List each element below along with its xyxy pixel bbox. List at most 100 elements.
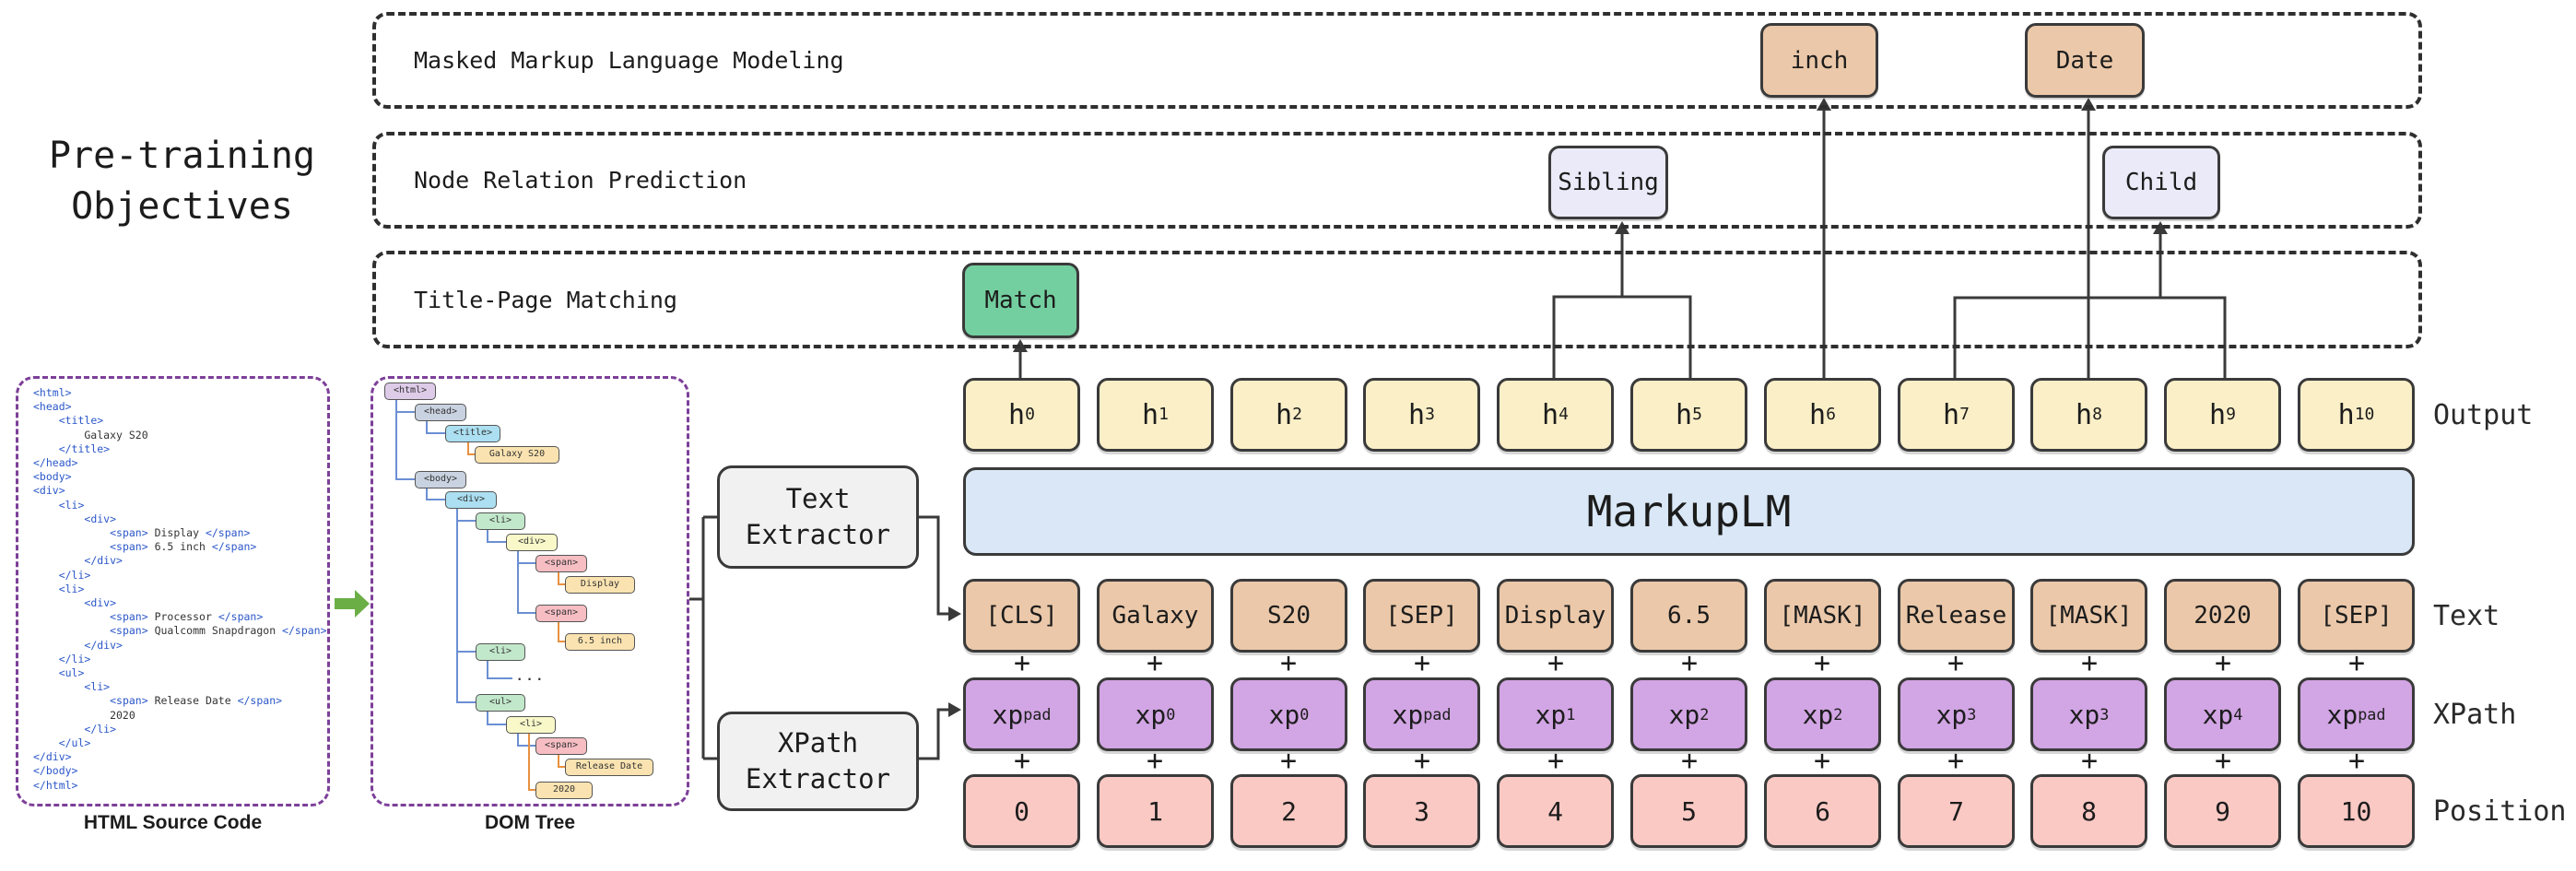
- token-match: Match: [962, 263, 1079, 338]
- token-date: Date: [2025, 23, 2145, 98]
- dom-tree-node-body: <body>: [415, 471, 466, 488]
- dom-tree-node-head: <head>: [415, 404, 466, 421]
- token-child: Child: [2102, 146, 2220, 219]
- text-cell: 2020: [2164, 579, 2281, 653]
- plus-sign: +: [2347, 745, 2366, 777]
- dom-tree-node-span3: <span>: [535, 737, 587, 755]
- pretraining-objectives-label: Pre-training Objectives: [18, 131, 346, 232]
- text-cell: [SEP]: [2298, 579, 2415, 653]
- xpath-extractor-box: XPath Extractor: [717, 712, 919, 811]
- markuplm-model-name: MarkupLM: [1586, 487, 1792, 536]
- plus-sign: +: [1813, 745, 1831, 777]
- dom-tree-node-dots: ...: [515, 670, 547, 684]
- text-cell: S20: [1230, 579, 1347, 653]
- plus-sign: +: [1813, 647, 1831, 679]
- text-cell: [CLS]: [963, 579, 1080, 653]
- position-cell: 4: [1497, 774, 1614, 848]
- text-extractor-line1: Text: [785, 483, 851, 514]
- plus-sign: +: [1013, 745, 1031, 777]
- dom-tree-node-t_inch: 6.5 inch: [565, 633, 635, 651]
- xpath-cell: xp 0: [1097, 677, 1214, 751]
- text-cell: Release: [1898, 579, 2015, 653]
- objective-label-mmlm: Masked Markup Language Modeling: [414, 47, 844, 74]
- xpath-cell: xp 2: [1630, 677, 1747, 751]
- dom-tree-node-t_title: Galaxy S20: [475, 446, 559, 464]
- plus-sign: +: [1680, 745, 1699, 777]
- plus-sign: +: [1146, 647, 1164, 679]
- dom-tree-node-t_disp: Display: [565, 576, 635, 594]
- markuplm-model-box: MarkupLM: [963, 467, 2415, 556]
- plus-sign: +: [2080, 647, 2099, 679]
- plus-sign: +: [1279, 745, 1298, 777]
- dom-tree-node-span1: <span>: [535, 555, 587, 572]
- position-cell: 8: [2030, 774, 2147, 848]
- text-cell: [SEP]: [1363, 579, 1480, 653]
- xpath-cell: xp 4: [2164, 677, 2281, 751]
- dom-tree-node-t_2020: 2020: [535, 782, 593, 799]
- token-inch: inch: [1760, 23, 1878, 98]
- position-cell: 0: [963, 774, 1080, 848]
- objective-label-tpm: Title-Page Matching: [414, 286, 677, 313]
- plus-sign: +: [1680, 647, 1699, 679]
- plus-sign: +: [1146, 745, 1164, 777]
- xpath-cell: xp 3: [2030, 677, 2147, 751]
- xpath-extractor-line1: XPath: [777, 727, 859, 759]
- position-cell: 9: [2164, 774, 2281, 848]
- dom-tree-node-div2: <div>: [506, 534, 558, 551]
- flow-arrow-icon: [335, 590, 370, 618]
- objective-box-node-relation-prediction: Node Relation Prediction: [372, 132, 2422, 229]
- text-cell: Galaxy: [1097, 579, 1214, 653]
- xpath-cell: xp 0: [1230, 677, 1347, 751]
- plus-sign: +: [1947, 647, 1965, 679]
- position-cell: 2: [1230, 774, 1347, 848]
- objective-box-title-page-matching: Title-Page Matching: [372, 251, 2422, 348]
- html-source-panel: [16, 376, 330, 806]
- row-label-xpath: XPath: [2433, 698, 2517, 731]
- plus-sign: +: [1279, 647, 1298, 679]
- pretraining-objectives-line1: Pre-training: [49, 135, 315, 177]
- html-source-code: <html> <head> <title> Galaxy S20 </title…: [33, 386, 327, 792]
- text-cell: [MASK]: [2030, 579, 2147, 653]
- pretraining-objectives-line2: Objectives: [71, 185, 293, 228]
- xpath-extractor-line2: Extractor: [745, 763, 891, 794]
- plus-sign: +: [1547, 647, 1565, 679]
- row-label-text: Text: [2433, 599, 2500, 632]
- row-label-output: Output: [2433, 398, 2534, 431]
- dom-tree-node-html: <html>: [384, 383, 436, 400]
- plus-sign: +: [2347, 647, 2366, 679]
- dom-tree-caption: DOM Tree: [484, 812, 576, 833]
- objective-label-nrp: Node Relation Prediction: [414, 167, 747, 194]
- text-cell: Display: [1497, 579, 1614, 653]
- dom-tree-node-li2: <li>: [476, 643, 525, 661]
- dom-tree-node-ul: <ul>: [476, 694, 525, 712]
- position-cell: 10: [2298, 774, 2415, 848]
- objective-box-masked-markup-language-modeling: Masked Markup Language Modeling: [372, 12, 2422, 109]
- text-extractor-line2: Extractor: [745, 519, 891, 550]
- plus-sign: +: [2214, 745, 2232, 777]
- dom-tree-node-title: <title>: [445, 425, 500, 442]
- xpath-cell: xp pad: [963, 677, 1080, 751]
- html-source-caption: HTML Source Code: [83, 812, 263, 833]
- xpath-cell: xp 1: [1497, 677, 1614, 751]
- plus-sign: +: [1947, 745, 1965, 777]
- text-extractor-box: Text Extractor: [717, 465, 919, 569]
- plus-sign: +: [2214, 647, 2232, 679]
- token-sibling: Sibling: [1548, 146, 1668, 219]
- xpath-cell: xp 2: [1764, 677, 1881, 751]
- dom-tree-node-li3: <li>: [506, 716, 556, 734]
- xpath-cell: xp 3: [1898, 677, 2015, 751]
- position-cell: 5: [1630, 774, 1747, 848]
- position-cell: 3: [1363, 774, 1480, 848]
- output-cell: h 10: [2298, 378, 2415, 452]
- position-cell: 7: [1898, 774, 2015, 848]
- plus-sign: +: [1547, 745, 1565, 777]
